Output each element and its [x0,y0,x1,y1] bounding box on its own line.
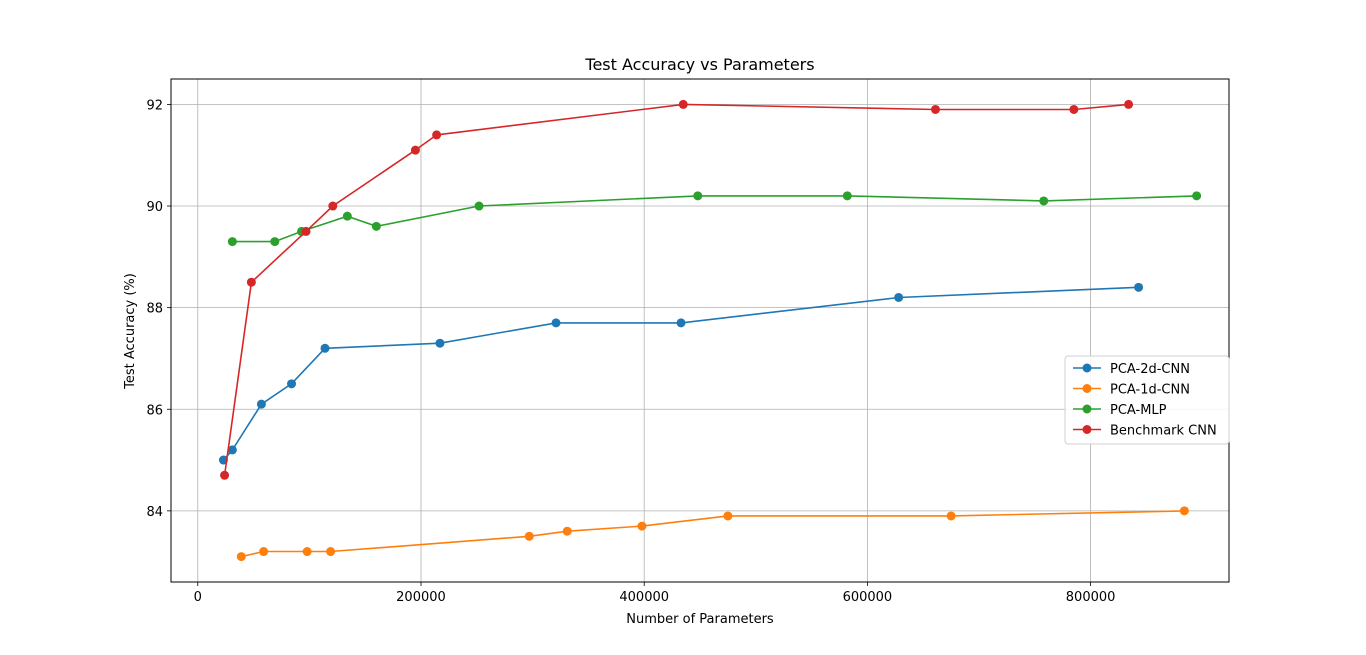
data-point [637,521,647,531]
data-point [946,511,956,521]
plot-frame [170,78,1230,583]
legend-marker [1082,425,1092,434]
data-point [342,211,352,221]
data-point [246,277,256,287]
data-point [259,547,269,557]
legend-marker [1082,384,1092,393]
grid [171,79,1229,582]
data-point [562,526,572,536]
data-point [1192,191,1202,201]
x-tick-label: 400000 [619,590,669,605]
data-point [256,399,266,409]
data-point [676,318,686,328]
series-pca-1d-cnn [236,506,1189,562]
x-axis: 0 200000 400000 600000 800000 [194,582,1116,605]
x-axis-label: Number of Parameters [626,612,774,627]
x-tick-label: 600000 [843,590,893,605]
y-tick-label: 92 [146,98,163,113]
data-point [328,201,338,211]
legend-label: PCA-1d-CNN [1110,383,1190,398]
data-point [1179,506,1189,516]
data-point [227,445,237,455]
y-tick-label: 84 [146,505,163,520]
data-point [270,237,280,247]
legend-label: Benchmark CNN [1110,424,1217,439]
data-point [723,511,733,521]
data-point [693,191,703,201]
data-point [302,547,312,557]
data-point [1124,99,1134,109]
y-axis-label: Test Accuracy (%) [123,273,138,390]
series-pca-mlp [227,191,1202,247]
data-point [220,470,230,480]
legend-box [1064,355,1230,445]
data-point [227,237,237,247]
x-tick-label: 0 [194,590,202,605]
data-point [524,531,534,541]
data-point [1069,104,1079,114]
legend-label: PCA-2d-CNN [1110,362,1190,377]
series-line [241,510,1185,558]
series-line [232,195,1197,243]
data-point [410,145,420,155]
x-tick-label: 200000 [396,590,446,605]
data-point [435,338,445,348]
series-line [223,103,1129,476]
x-tick-label: 800000 [1066,590,1116,605]
data-point [842,191,852,201]
y-tick-label: 88 [146,302,163,317]
data-point [894,292,904,302]
legend: PCA-2d-CNN PCA-1d-CNN PCA-MLP Benchmark CNN [1064,355,1230,445]
data-point [287,379,297,389]
data-point [1039,196,1049,206]
data-point [930,104,940,114]
data-point [1134,282,1144,292]
series-benchmark-cnn [220,99,1134,480]
y-tick-label: 90 [146,200,163,215]
chart-title: Test Accuracy vs Parameters [584,55,814,74]
data-point [301,226,311,236]
data-point [371,221,381,231]
legend-marker [1082,404,1092,414]
data-point [432,130,442,140]
legend-marker [1082,363,1092,373]
data-point [320,343,330,353]
y-tick-label: 86 [146,403,163,418]
series-pca-2d-cnn [218,282,1144,465]
data-point [678,99,688,109]
data-point [474,201,484,211]
y-axis: 84 86 88 90 92 [146,98,171,520]
data-point [551,318,561,328]
legend-label: PCA-MLP [1110,403,1167,418]
series-line [222,286,1139,461]
data-point [236,552,246,562]
data-point [326,547,336,557]
series-layer [218,99,1202,562]
